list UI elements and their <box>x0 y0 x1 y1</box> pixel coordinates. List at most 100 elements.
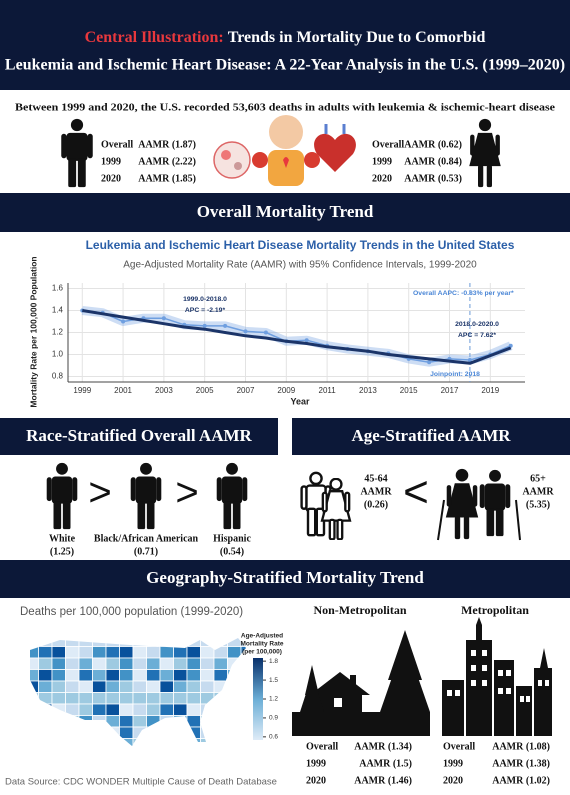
group-name: 45-64 <box>364 473 387 484</box>
footer: Data Source: CDC WONDER Multiple Cause o… <box>5 777 277 788</box>
colorbar-label: 1.8 <box>269 658 278 665</box>
stat-label: 1999 <box>306 758 326 769</box>
state-tile <box>200 703 215 716</box>
section-banner <box>0 418 278 455</box>
stat-value: AAMR (1.85) <box>138 173 196 184</box>
state-tile <box>92 726 107 739</box>
state-tile <box>132 646 147 659</box>
state-tile <box>173 646 188 659</box>
black-icon <box>130 462 162 530</box>
section-heading: Race-Stratified Overall AAMR <box>26 426 252 445</box>
stat-value: AAMR (2.22) <box>138 156 196 167</box>
state-tile <box>119 680 134 693</box>
colorbar-title: Age-Adjusted <box>241 633 283 640</box>
colorbar-title: Mortality Rate <box>241 641 284 648</box>
stat-value: AAMR (1.02) <box>492 775 550 786</box>
point <box>427 360 432 365</box>
state-tile <box>92 638 107 647</box>
state-tile <box>186 726 201 739</box>
state-tile <box>200 738 215 746</box>
chart-title: Leukemia and Ischemic Heart Disease Mort… <box>86 238 515 252</box>
state-tile <box>132 738 147 746</box>
state-tile <box>51 657 66 670</box>
comparator: > <box>175 471 198 515</box>
state-tile <box>30 726 39 739</box>
title-line: Leukemia and Ischemic Heart Disease: A 2… <box>5 57 565 74</box>
point <box>223 323 228 328</box>
group-metric: AAMR <box>522 486 554 497</box>
state-tile <box>213 726 228 739</box>
state-tile <box>51 646 66 659</box>
state-tile <box>92 715 107 728</box>
section-heading: Age-Stratified AAMR <box>351 426 511 445</box>
state-tile <box>65 703 80 716</box>
state-tile <box>51 703 66 716</box>
state-tile <box>200 692 215 705</box>
state-tile <box>78 680 93 693</box>
stat-label: 2020 <box>443 775 463 786</box>
colorbar-label: 0.9 <box>269 715 278 722</box>
state-tile <box>105 738 120 746</box>
stat-label: Overall <box>306 741 338 752</box>
state-tile <box>186 669 201 682</box>
header-band <box>0 0 570 90</box>
state-tile <box>227 726 242 739</box>
us-map <box>30 638 246 746</box>
state-tile <box>105 669 120 682</box>
state-tile <box>51 692 66 705</box>
annotation: APC = -2.19* <box>185 307 226 314</box>
state-tile <box>186 646 201 659</box>
state-tile <box>159 657 174 670</box>
x-tick-label: 2011 <box>319 386 337 395</box>
state-tile <box>159 669 174 682</box>
state-tile <box>65 680 80 693</box>
state-tile <box>119 726 134 739</box>
state-tile <box>65 646 80 659</box>
state-tile <box>78 646 93 659</box>
stat-value: AAMR (1.34) <box>354 741 412 752</box>
state-tile <box>213 703 228 716</box>
state-tile <box>38 657 53 670</box>
state-tile <box>92 692 107 705</box>
state-tile <box>173 680 188 693</box>
group-name: 65+ <box>530 473 546 484</box>
state-tile <box>186 703 201 716</box>
state-tile <box>227 657 242 670</box>
state-tile <box>213 738 228 746</box>
state-tile <box>240 669 246 682</box>
city-silhouette <box>442 617 552 736</box>
group-name: Hispanic <box>213 533 251 544</box>
title-line: Central Illustration: Trends in Mortality… <box>85 29 486 46</box>
group-name: Black/African American <box>94 533 199 544</box>
state-tile <box>227 738 242 746</box>
state-tile <box>146 703 161 716</box>
y-tick-label: 1.0 <box>52 350 64 359</box>
state-tile <box>132 657 147 670</box>
state-tile <box>146 638 161 647</box>
state-tile <box>92 703 107 716</box>
state-tile <box>132 726 147 739</box>
state-tile <box>65 692 80 705</box>
state-tile <box>38 726 53 739</box>
stat-label: Overall <box>372 139 404 150</box>
state-tile <box>146 738 161 746</box>
state-tile <box>78 692 93 705</box>
state-tile <box>146 692 161 705</box>
x-tick-label: 2003 <box>155 386 173 395</box>
state-tile <box>213 692 228 705</box>
state-tile <box>105 726 120 739</box>
stat-label: 2020 <box>306 775 326 786</box>
state-tile <box>105 703 120 716</box>
x-tick-label: 2017 <box>441 386 459 395</box>
section-banner <box>0 560 570 598</box>
comparator: < <box>403 468 429 517</box>
annotation: 1999.0-2018.0 <box>183 296 227 303</box>
state-tile <box>146 726 161 739</box>
section-heading: Geography-Stratified Mortality Trend <box>146 568 424 587</box>
state-tile <box>38 738 53 746</box>
state-tile <box>213 680 228 693</box>
state-tile <box>30 646 39 659</box>
colorbar-label: 1.5 <box>269 677 278 684</box>
group-value: (0.54) <box>220 546 244 557</box>
